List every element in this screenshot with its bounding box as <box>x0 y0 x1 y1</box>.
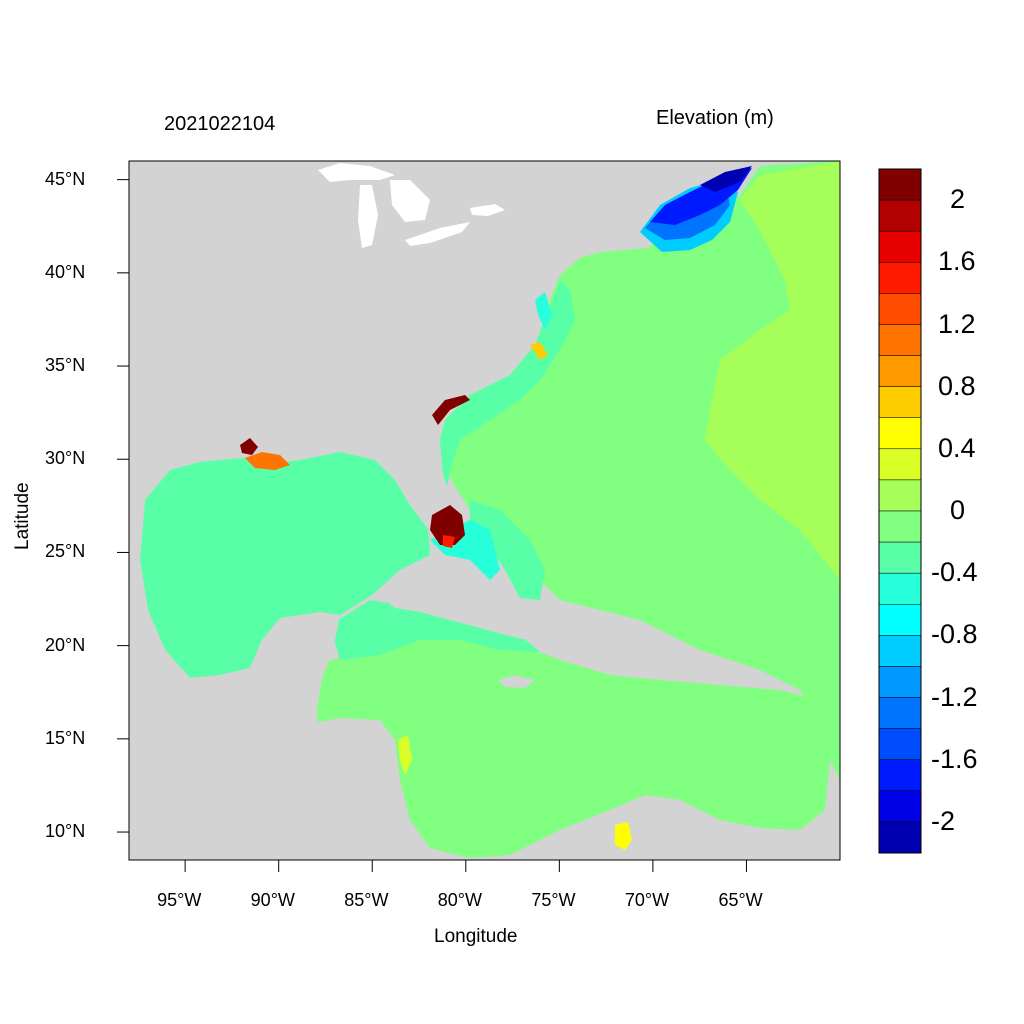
colorbar-label: 1.6 <box>938 246 976 277</box>
lon-tick-label: 65°W <box>718 890 763 910</box>
colorbar-swatch <box>878 666 922 698</box>
colorbar-swatch <box>878 355 922 387</box>
colorbar-swatch <box>878 790 922 823</box>
lake-maracaibo <box>615 822 632 850</box>
florida-bay-high <box>443 535 455 548</box>
colorbar-swatch <box>878 293 922 325</box>
lat-tick-label: 15°N <box>45 727 86 748</box>
colorbar-swatch <box>878 541 922 574</box>
south-florida-high <box>430 505 465 545</box>
jamaica-land <box>498 675 535 688</box>
colorbar-swatch <box>878 230 922 263</box>
bay-of-fundy <box>700 166 752 192</box>
louisiana-coast-high <box>245 452 290 470</box>
colorbar-swatch <box>878 262 922 294</box>
colorbar-label: 2 <box>950 184 966 215</box>
honduras-coast <box>398 735 412 775</box>
map-panel <box>129 161 840 860</box>
colorbar-label: -0.8 <box>931 619 978 650</box>
colorbar-swatch <box>878 168 922 201</box>
colorbar-swatch <box>878 572 922 605</box>
lake-superior <box>318 163 395 182</box>
puerto-rico-land <box>705 675 735 684</box>
central-america-land <box>129 718 430 860</box>
southeast-coast-high <box>432 395 470 425</box>
lake-ontario <box>470 204 505 216</box>
colorbar-label: 0.4 <box>938 432 976 463</box>
colorbar-swatch <box>878 604 922 636</box>
colorbar-swatch <box>878 728 922 760</box>
colorbar-swatch <box>878 324 922 356</box>
bahamas-shelf <box>470 500 545 600</box>
colorbar-swatch <box>878 386 922 418</box>
axis-ticks <box>117 179 747 872</box>
colorbar-swatch <box>878 697 922 729</box>
atlantic-ocean <box>440 161 840 780</box>
lat-tick-label: 45°N <box>45 168 86 189</box>
colorbar-swatch <box>878 448 922 481</box>
lat-tick-label: 40°N <box>45 261 86 282</box>
yucatan-channel <box>330 600 540 660</box>
lon-tick-label: 75°W <box>531 890 576 910</box>
cuba-land <box>385 590 565 643</box>
colorbar <box>878 168 922 854</box>
lon-tick-label: 95°W <box>157 890 202 910</box>
yucatan-land <box>262 612 340 720</box>
lon-tick-label: 90°W <box>250 890 295 910</box>
colorbar-swatch <box>878 199 922 232</box>
lat-tick-label: 10°N <box>45 821 86 842</box>
variable-title: Elevation (m) <box>656 107 774 129</box>
x-axis-title: Longitude <box>434 926 518 947</box>
atlantic-coastal-shelf <box>440 280 575 500</box>
hispaniola-land <box>590 648 665 672</box>
lon-tick-label: 80°W <box>437 890 482 910</box>
colorbar-swatch <box>878 479 922 512</box>
louisiana-coast-max <box>240 438 258 455</box>
colorbar-label: -1.6 <box>931 743 978 774</box>
lon-tick-label: 85°W <box>344 890 389 910</box>
colorbar-label: -1.2 <box>931 681 978 712</box>
colorbar-swatch <box>878 759 922 792</box>
colorbar-swatch <box>878 821 922 854</box>
lon-tick-label: 70°W <box>624 890 670 910</box>
outer-banks-high <box>530 342 548 360</box>
colorbar-swatch <box>878 635 922 667</box>
gulf-of-mexico <box>140 452 430 678</box>
colorbar-swatch <box>878 417 922 450</box>
colorbar-label: -0.4 <box>931 557 978 588</box>
eastern-atlantic-region <box>705 161 840 580</box>
map-frame <box>128 160 841 861</box>
caribbean-sea <box>316 630 830 858</box>
chesapeake-area <box>535 292 552 330</box>
lat-tick-label: 25°N <box>45 541 86 562</box>
south-america-land <box>500 795 840 860</box>
lat-tick-label: 30°N <box>45 448 86 469</box>
timestamp-label: 2021022104 <box>164 113 276 135</box>
colorbar-label: 0.8 <box>938 370 976 401</box>
colorbar-border <box>878 168 922 854</box>
lake-huron <box>390 180 430 222</box>
lake-michigan <box>358 185 378 248</box>
colorbar-label: 0 <box>950 495 966 526</box>
lat-tick-label: 20°N <box>45 634 86 655</box>
lake-erie <box>405 222 470 246</box>
lat-tick-label: 35°N <box>45 355 86 376</box>
colorbar-swatch <box>878 510 922 543</box>
colorbar-label: 1.2 <box>938 308 976 339</box>
colorbar-label: -2 <box>931 806 956 836</box>
mexico-land <box>129 500 300 760</box>
